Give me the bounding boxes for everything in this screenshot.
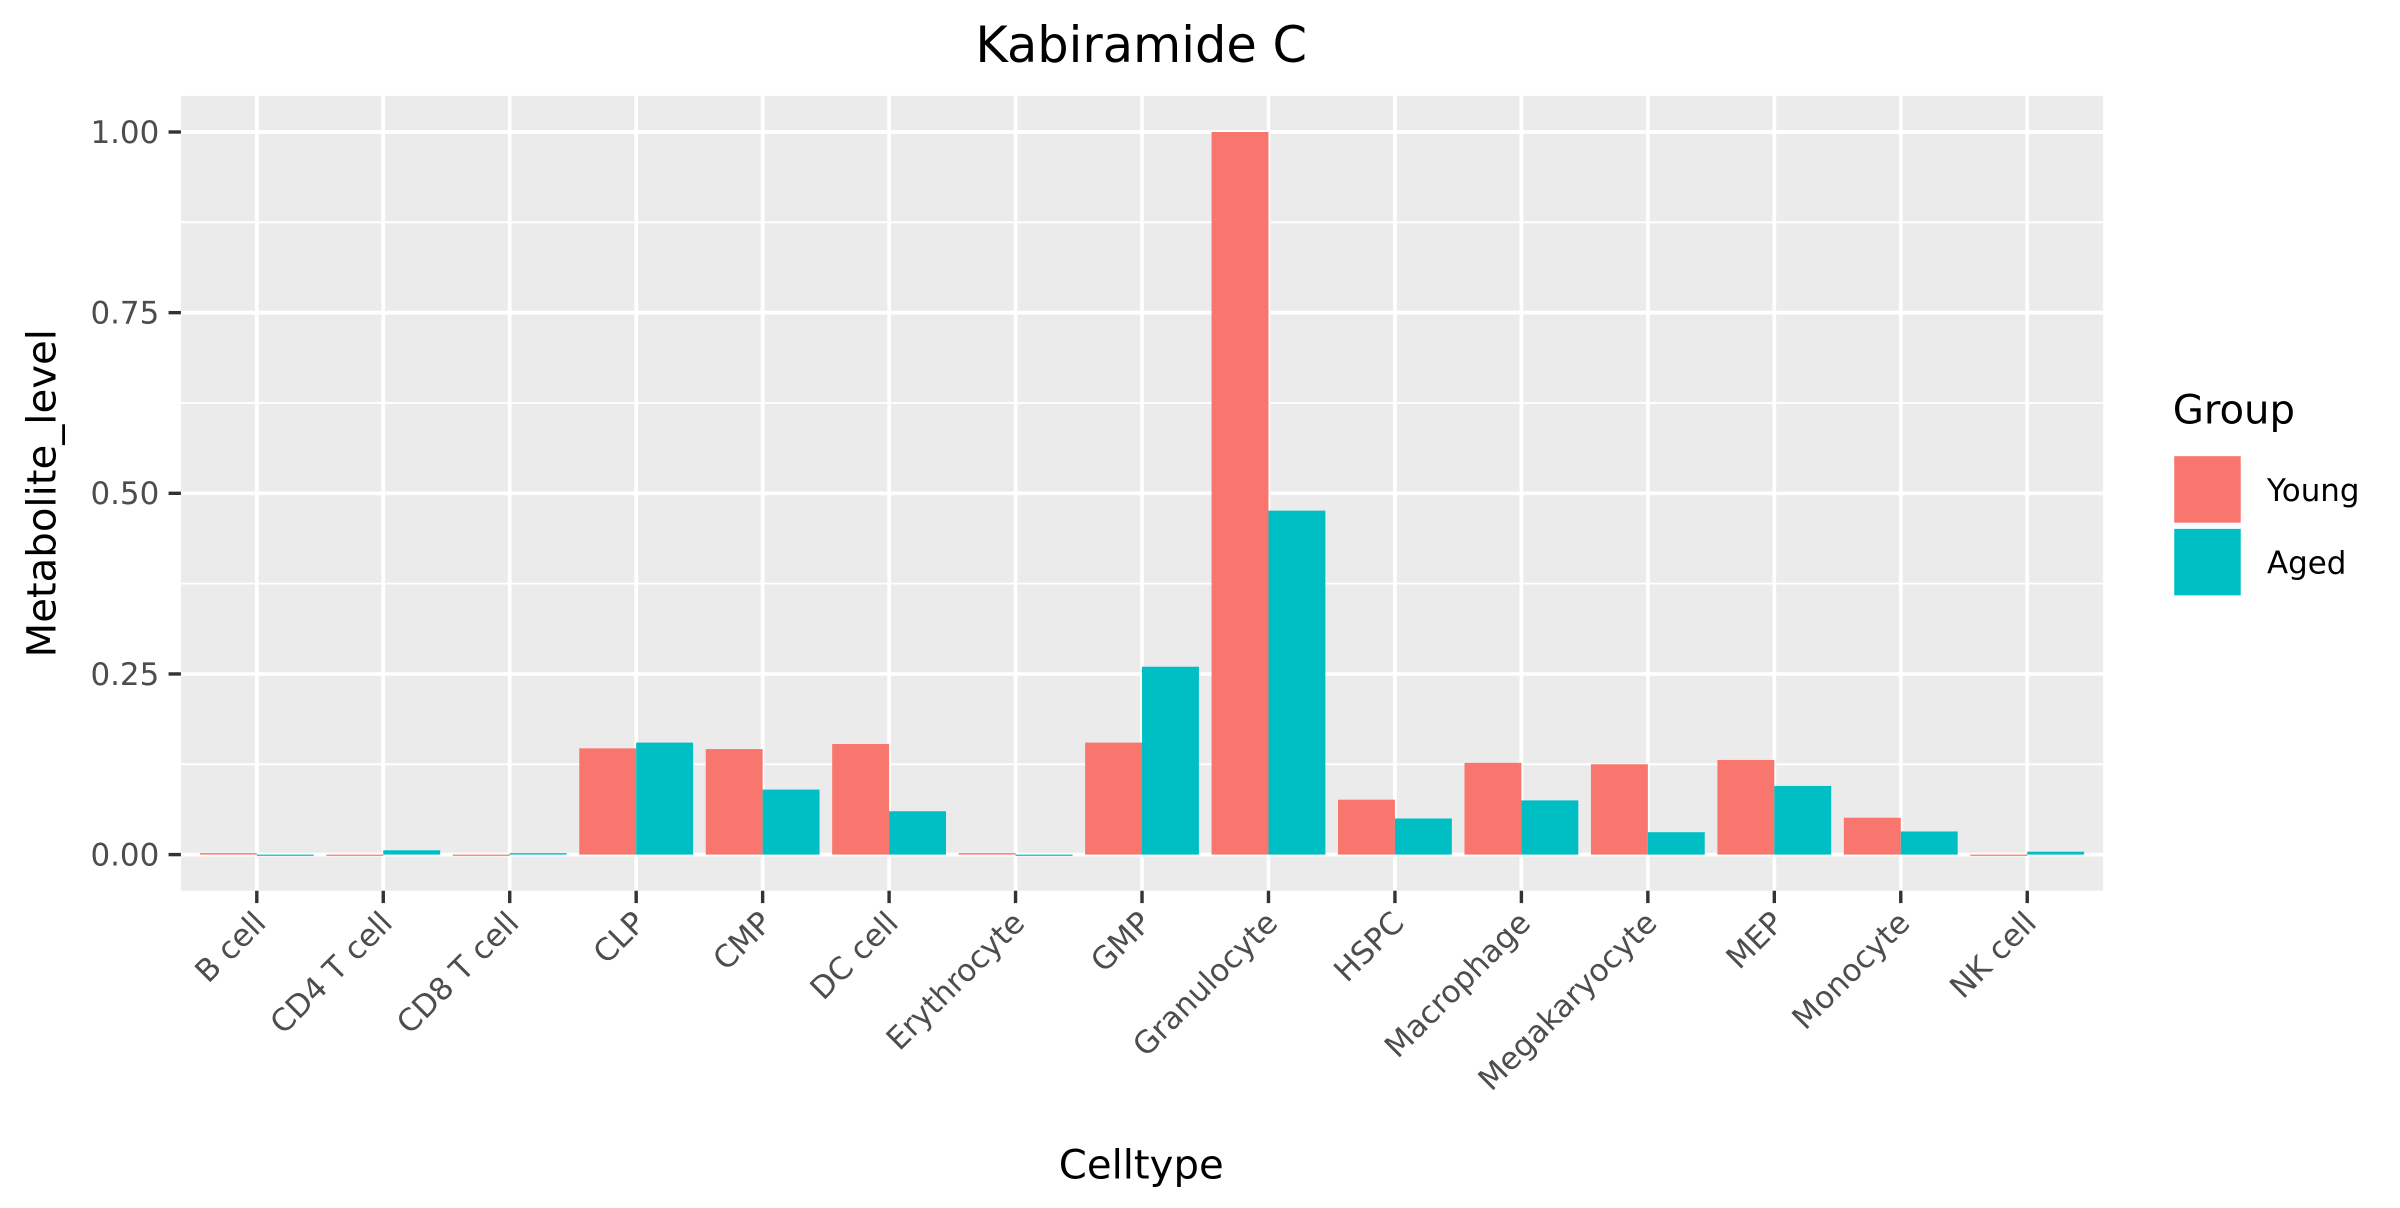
bar-young-mep xyxy=(1717,759,1775,855)
bar-aged-cd8-t-cell xyxy=(509,853,567,855)
bar-aged-nk-cell xyxy=(2027,851,2085,855)
x-tick-label: CD8 T cell xyxy=(390,905,526,1041)
bar-young-hspc xyxy=(1338,799,1395,855)
grid-lines xyxy=(180,95,2104,891)
bar-aged-clp xyxy=(636,742,694,855)
bar-young-nk-cell xyxy=(1970,854,2028,856)
bars xyxy=(199,132,2085,856)
bar-young-cd4-t-cell xyxy=(326,854,384,856)
legend-label-young: Young xyxy=(2266,473,2359,509)
y-axis-title: Metabolite_level xyxy=(20,329,66,657)
y-tick-label: 0.75 xyxy=(90,295,159,331)
bar-aged-monocyte xyxy=(1900,831,1958,855)
x-tick-label: B cell xyxy=(188,905,273,990)
x-tick-label: CD4 T cell xyxy=(263,905,399,1041)
bar-aged-hspc xyxy=(1394,818,1452,855)
x-tick-label: CMP xyxy=(706,905,779,978)
x-tick-label: NK cell xyxy=(1943,905,2044,1006)
x-tick-label: Monocyte xyxy=(1785,905,1917,1037)
bar-aged-macrophage xyxy=(1521,800,1579,855)
bar-aged-gmp xyxy=(1142,666,1199,855)
bar-young-megakaryocyte xyxy=(1590,764,1648,855)
bar-young-macrophage xyxy=(1464,762,1522,855)
bar-young-cmp xyxy=(705,749,763,855)
bar-young-clp xyxy=(579,748,637,855)
x-tick-label: GMP xyxy=(1084,905,1158,979)
bar-aged-mep xyxy=(1774,785,1832,855)
y-tick-label: 0.00 xyxy=(90,837,159,873)
bar-aged-granulocyte xyxy=(1268,510,1326,855)
chart-title: Kabiramide C xyxy=(975,16,1307,74)
y-tick-label: 1.00 xyxy=(90,115,159,151)
bar-young-gmp xyxy=(1085,742,1143,855)
legend-key-aged xyxy=(2174,528,2241,596)
bar-aged-megakaryocyte xyxy=(1647,832,1705,855)
bar-aged-b-cell xyxy=(256,854,314,856)
bar-young-dc-cell xyxy=(832,744,890,855)
legend-title: Group xyxy=(2173,388,2295,434)
bar-young-erythrocyte xyxy=(958,853,1016,855)
bar-aged-cd4-t-cell xyxy=(383,850,441,855)
y-axis: 0.00 0.25 0.50 0.75 1.00 xyxy=(90,115,181,873)
bar-young-monocyte xyxy=(1843,817,1901,855)
x-axis-title: Celltype xyxy=(1059,1142,1224,1188)
bar-young-granulocyte xyxy=(1211,132,1269,855)
y-tick-label: 0.50 xyxy=(90,476,159,512)
legend-label-aged: Aged xyxy=(2267,546,2346,582)
x-tick-label: MEP xyxy=(1719,905,1790,976)
bar-young-cd8-t-cell xyxy=(452,854,510,856)
bar-aged-erythrocyte xyxy=(1015,854,1073,856)
x-tick-label: DC cell xyxy=(803,905,905,1007)
x-tick-label: CLP xyxy=(587,905,653,971)
legend-key-young xyxy=(2174,456,2241,523)
y-tick-label: 0.25 xyxy=(90,657,159,693)
legend: Group Young Aged xyxy=(2173,388,2360,596)
bar-aged-cmp xyxy=(762,789,820,855)
bar-young-b-cell xyxy=(199,853,257,855)
x-tick-label: HSPC xyxy=(1327,905,1411,989)
bar-aged-dc-cell xyxy=(889,811,947,855)
